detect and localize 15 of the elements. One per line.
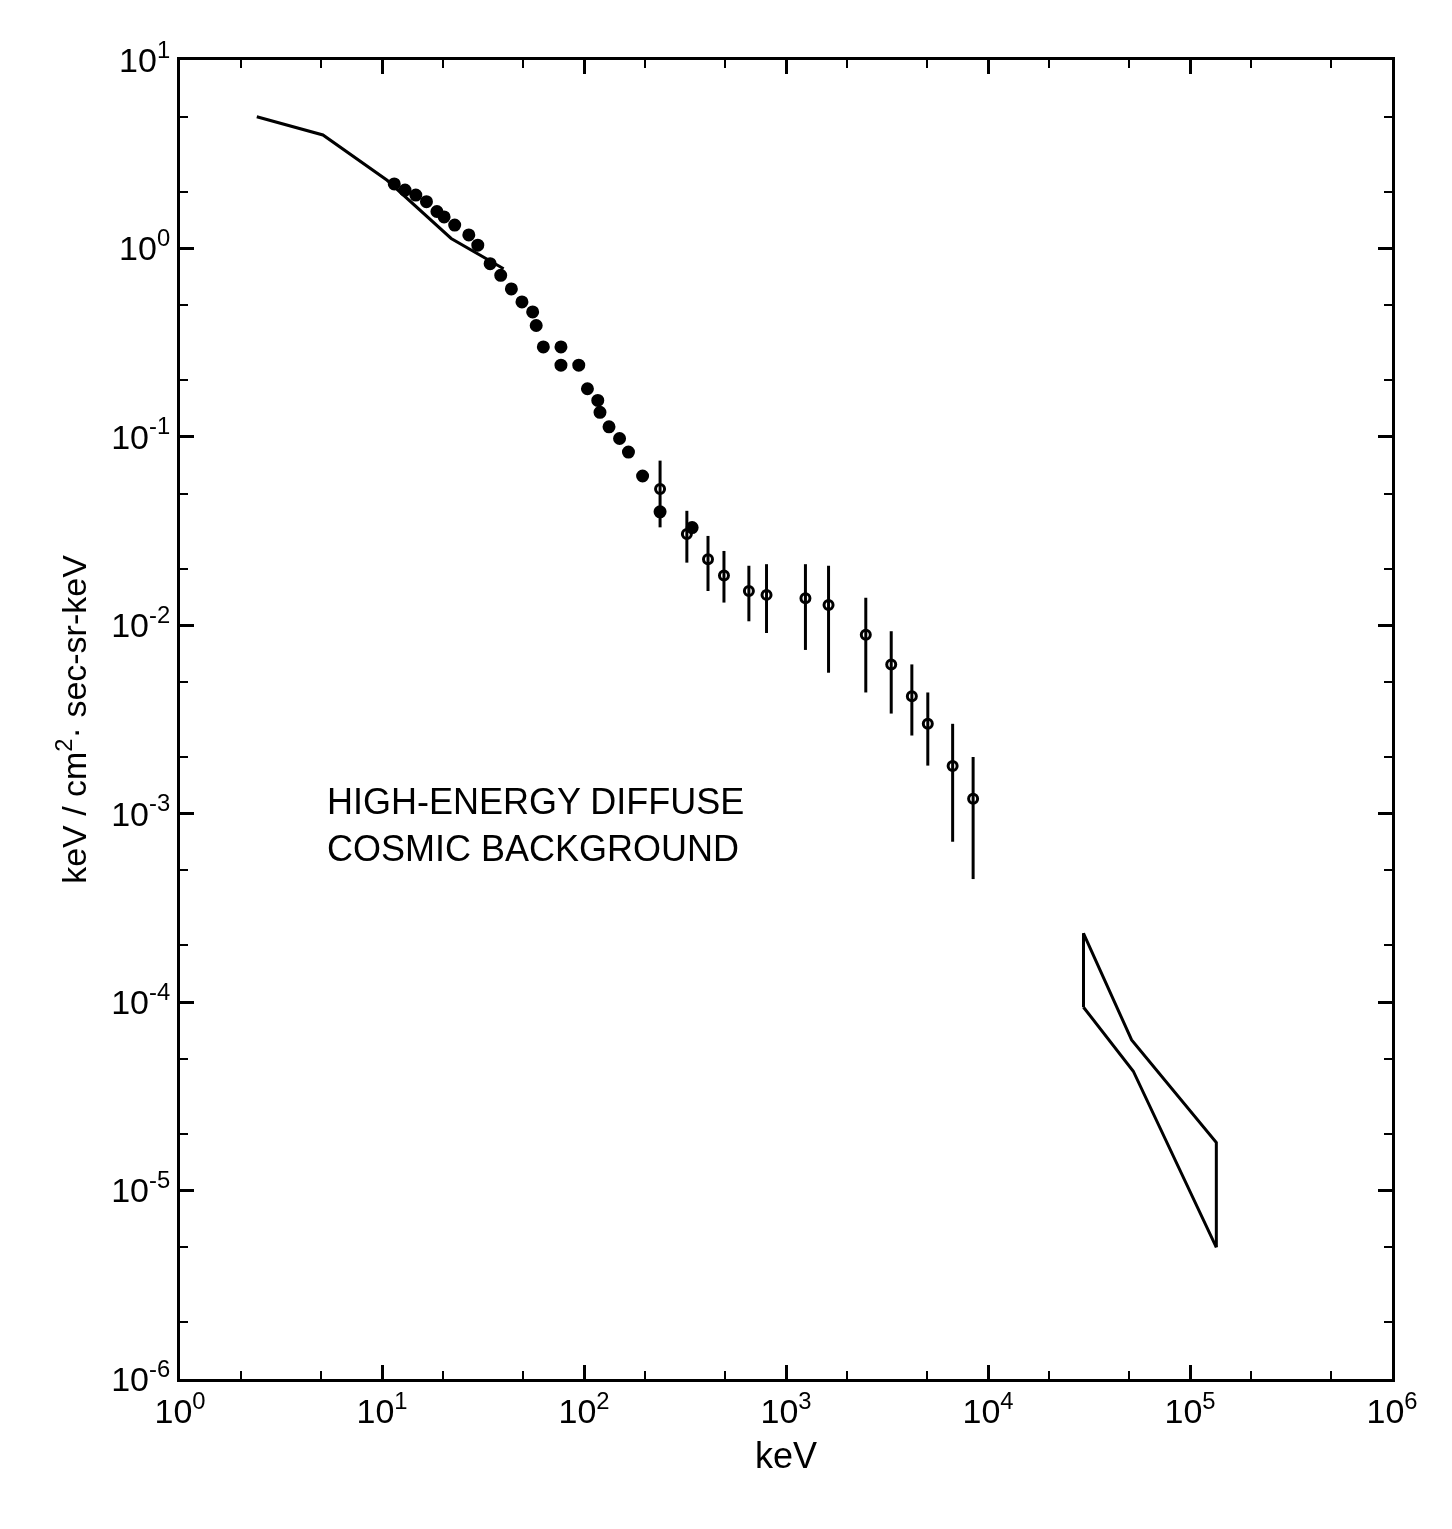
- y-tick-label: 10$^{1}$: [119, 35, 171, 79]
- x-axis-title: keV: [754, 1435, 818, 1477]
- annotation: HIGH-ENERGY DIFFUSE COSMIC BACKGROUND: [327, 781, 745, 869]
- y-tick-label: 10$^{-1}$: [111, 412, 171, 456]
- y-tick-label: 10$^{-4}$: [111, 977, 171, 1022]
- y-tick-label: 10$^{-3}$: [111, 789, 171, 833]
- y-tick-label: 10$^{0}$: [119, 224, 171, 268]
- y-tick-label: 10$^{-5}$: [111, 1166, 171, 1210]
- x-tick-label: 10$^{4}$: [962, 1386, 1014, 1430]
- x-tick-label: 10$^{6}$: [1366, 1386, 1418, 1430]
- x-tick-label: 10$^{2}$: [558, 1386, 610, 1430]
- x-tick-label: 10$^{3}$: [760, 1386, 812, 1430]
- x-tick-label: 10$^{1}$: [356, 1386, 408, 1430]
- x-tick-label: 10$^{5}$: [1164, 1386, 1216, 1430]
- y-tick-label: 10$^{-2}$: [111, 600, 171, 645]
